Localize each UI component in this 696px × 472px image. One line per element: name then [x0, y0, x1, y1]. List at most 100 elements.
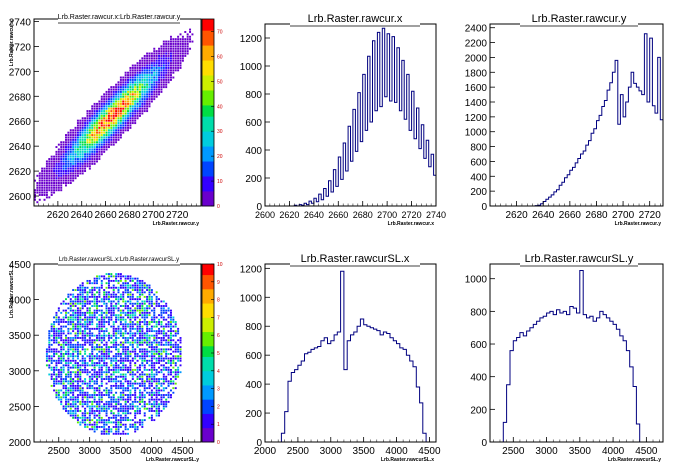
heatmap-cell: [143, 389, 146, 392]
heatmap-cell: [119, 353, 122, 355]
heatmap-cell: [91, 131, 94, 134]
heatmap-cell: [141, 396, 144, 399]
heatmap-cell: [76, 341, 79, 344]
heatmap-cell: [88, 289, 91, 291]
heatmap-cell: [93, 105, 96, 108]
heatmap-cell: [74, 387, 77, 390]
x-tick-label: 2720: [166, 210, 189, 221]
heatmap-cell: [138, 83, 141, 86]
heatmap-cell: [79, 295, 82, 298]
heatmap-cell: [134, 416, 137, 419]
heatmap-cell: [69, 343, 72, 346]
heatmap-cell: [100, 138, 103, 141]
heatmap-cell: [60, 357, 63, 360]
heatmap-cell: [115, 122, 118, 125]
heatmap-cell: [141, 86, 144, 89]
heatmap-cell: [112, 100, 115, 103]
heatmap-cell: [88, 416, 91, 419]
heatmap-cell: [105, 309, 108, 312]
chart-title: Lrb.Raster.rawcurSL.x: [290, 248, 420, 267]
heatmap-cell: [81, 300, 84, 303]
heatmap-cell: [160, 71, 163, 74]
heatmap-cell: [169, 314, 172, 317]
colorbar-step: [202, 157, 214, 162]
heatmap-cell: [72, 410, 75, 412]
heatmap-cell: [105, 314, 108, 317]
heatmap-cell: [41, 167, 44, 170]
heatmap-cell: [112, 293, 115, 296]
heatmap-cell: [100, 316, 103, 319]
heatmap-cell: [115, 305, 118, 307]
heatmap-cell: [148, 289, 151, 291]
heatmap-cell: [143, 110, 146, 113]
heatmap-cell: [131, 334, 134, 337]
heatmap-cell: [169, 348, 172, 351]
heatmap-cell: [167, 81, 170, 84]
heatmap-cell: [148, 302, 151, 305]
heatmap-cell: [105, 387, 108, 390]
heatmap-cell: [79, 291, 82, 294]
heatmap-cell: [158, 341, 161, 344]
colorbar-step: [202, 63, 214, 69]
heatmap-cell: [84, 394, 87, 396]
heatmap-cell: [124, 428, 127, 431]
heatmap-cell: [98, 110, 101, 113]
y-tick-label: 200: [245, 174, 262, 185]
heatmap-cell: [167, 40, 170, 43]
heatmap-cell: [53, 380, 56, 383]
heatmap-cell: [112, 400, 115, 403]
heatmap-cell: [79, 421, 82, 424]
heatmap-cell: [174, 334, 177, 337]
heatmap-cell: [72, 289, 75, 291]
heatmap-cell: [79, 316, 82, 319]
heatmap-cell: [62, 332, 65, 335]
heatmap-cell: [155, 74, 158, 77]
heatmap-cell: [117, 124, 120, 127]
heatmap-cell: [69, 179, 72, 182]
colorbar-tick-label: 50: [217, 79, 223, 85]
heatmap-cell: [122, 341, 125, 344]
heatmap-cell: [124, 102, 127, 105]
heatmap-cell: [148, 52, 151, 55]
heatmap-cell: [141, 373, 144, 376]
heatmap-cell: [127, 394, 129, 396]
heatmap-cell: [72, 136, 75, 139]
heatmap-cell: [62, 318, 65, 321]
heatmap-cell: [45, 355, 48, 358]
heatmap-cell: [100, 373, 103, 376]
heatmap-cell: [169, 71, 172, 74]
heatmap-cell: [93, 375, 96, 378]
heatmap-cell: [91, 158, 94, 161]
heatmap-cell: [138, 410, 141, 412]
heatmap-cell: [127, 384, 129, 387]
heatmap-cell: [55, 318, 58, 321]
heatmap-cell: [53, 186, 56, 189]
heatmap-cell: [167, 59, 170, 62]
heatmap-cell: [146, 341, 149, 344]
heatmap-cell: [65, 410, 67, 412]
heatmap-cell: [138, 323, 141, 326]
heatmap-cell: [150, 302, 153, 305]
heatmap-cell: [76, 174, 79, 177]
heatmap-cell: [67, 348, 70, 351]
heatmap-cell: [53, 167, 56, 170]
heatmap-cell: [84, 286, 87, 289]
heatmap-cell: [169, 62, 172, 65]
heatmap-cell: [36, 184, 39, 187]
heatmap-cell: [110, 88, 113, 91]
heatmap-cell: [112, 114, 115, 117]
heatmap-cell: [110, 430, 113, 433]
heatmap-cell: [36, 201, 39, 204]
x-axis-label: Lrb.Raster.rawcur.y: [615, 221, 662, 227]
heatmap-cell: [74, 300, 77, 303]
heatmap-cell: [160, 52, 163, 55]
heatmap-cell: [150, 57, 153, 60]
heatmap-cell: [55, 389, 58, 392]
heatmap-cell: [136, 309, 139, 312]
colorbar-tick-label: 40: [217, 104, 223, 110]
heatmap-cell: [74, 309, 77, 312]
heatmap-cell: [84, 126, 87, 129]
heatmap-cell: [174, 325, 177, 328]
heatmap-cell: [100, 143, 103, 146]
heatmap-cell: [65, 359, 67, 362]
